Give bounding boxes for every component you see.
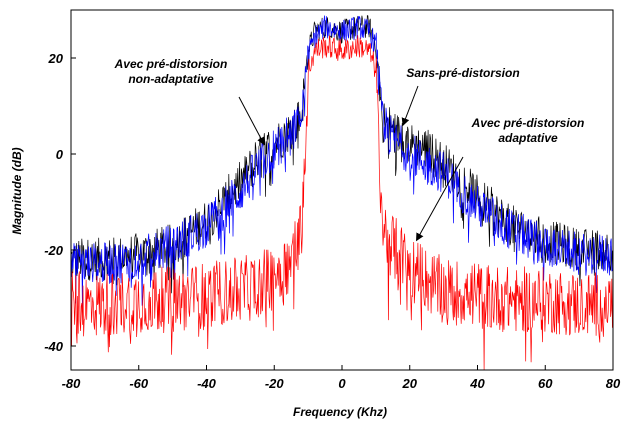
y-axis-title: Magnitude (dB) (10, 147, 24, 234)
annotation-sans-predistorsion-line: Sans-pré-distorsion (406, 66, 519, 80)
annotation-non-adaptative-label: Avec pré-distorsion non-adaptative (114, 57, 228, 86)
annotation-non-adaptative-arrow (238, 96, 265, 146)
annotation-adaptative-line: adaptative (498, 131, 558, 145)
ticks-layer: -80 -60 -40 -20 0 20 40 60 80 -40 -20 0 20 (44, 51, 621, 391)
x-tick-label: 0 (338, 376, 346, 391)
x-axis-title: Frequency (Khz) (293, 405, 387, 419)
annotation-layer: Avec pré-distorsion non-adaptative Sans-pr… (114, 57, 585, 242)
y-tick-label: -20 (44, 243, 64, 258)
annotation-adaptative-line: Avec pré-distorsion (471, 116, 585, 130)
x-tick-label: 80 (606, 376, 621, 391)
annotation-adaptative-arrow (416, 156, 464, 242)
series-line-non-adaptative (70, 15, 614, 310)
annotation-sans-predistorsion-arrow (401, 85, 419, 127)
annotation-adaptative-label: Avec pré-distorsion adaptative (471, 116, 585, 145)
x-tick-label: 40 (469, 376, 485, 391)
x-tick-label: -80 (62, 376, 82, 391)
x-tick-label: 20 (402, 376, 418, 391)
series-line-adaptative (70, 35, 614, 371)
x-tick-label: 60 (538, 376, 553, 391)
x-tick-label: -60 (129, 376, 149, 391)
series-layer (70, 15, 614, 371)
x-tick-label: -40 (197, 376, 217, 391)
y-tick-label: 20 (48, 51, 64, 66)
y-tick-label: 0 (56, 147, 64, 162)
annotation-non-adaptative-line: Avec pré-distorsion (114, 57, 228, 71)
annotation-sans-predistorsion-label: Sans-pré-distorsion (406, 66, 519, 80)
x-tick-label: -20 (265, 376, 285, 391)
y-tick-label: -40 (44, 339, 64, 354)
annotation-non-adaptative-line: non-adaptative (128, 72, 214, 86)
